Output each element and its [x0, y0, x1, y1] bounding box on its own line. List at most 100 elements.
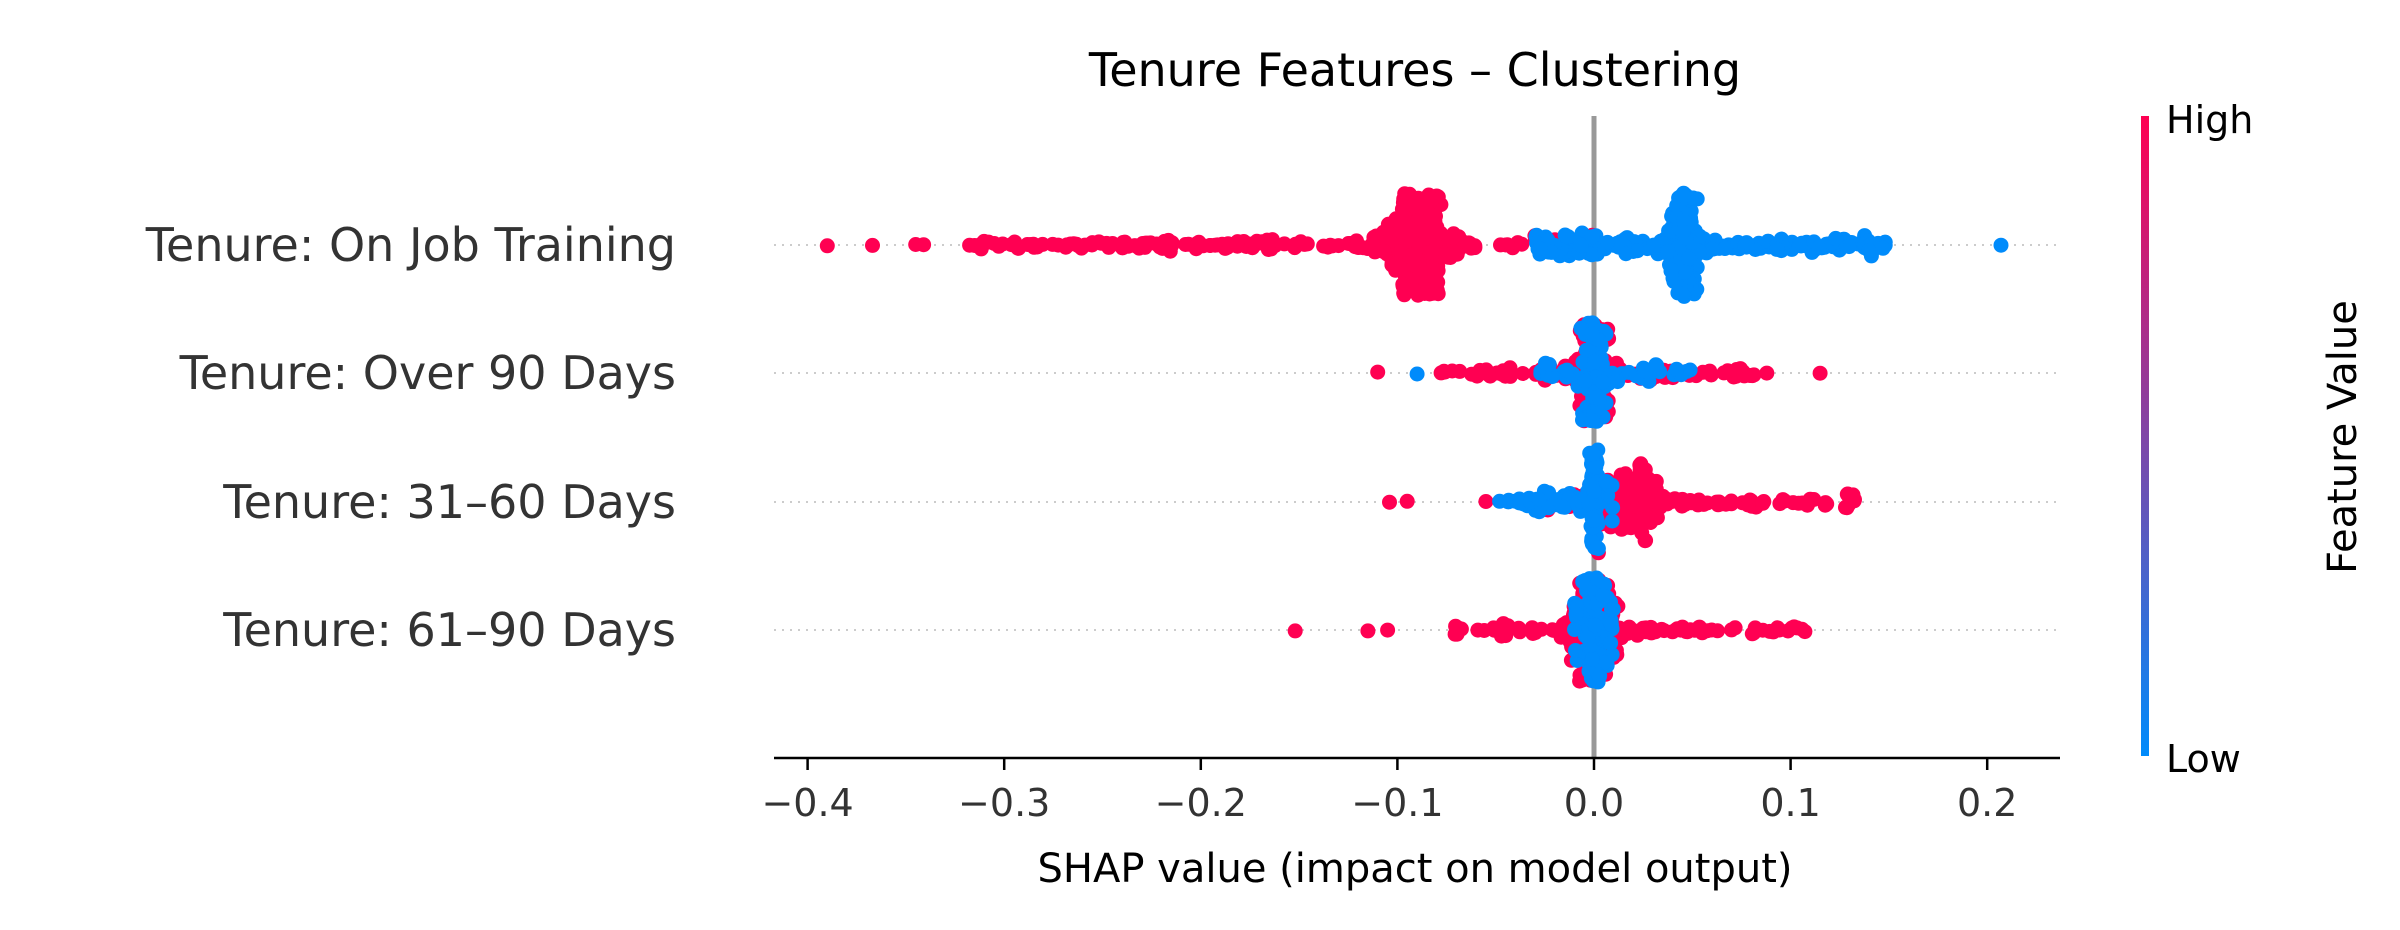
shap-point [1437, 364, 1453, 380]
shap-point [1348, 239, 1364, 255]
shap-point [1386, 256, 1402, 272]
shap-point [1492, 493, 1508, 509]
shap-point [1478, 494, 1494, 509]
shap-point [1515, 366, 1531, 381]
shap-point [1376, 244, 1392, 260]
shap-point [1155, 240, 1170, 256]
shap-point [1084, 235, 1100, 251]
shap-point [1554, 499, 1570, 515]
shap-point [1646, 237, 1661, 253]
shap-point [1755, 495, 1771, 511]
shap-point [1846, 493, 1862, 509]
shap-point [1600, 234, 1615, 250]
shap-point [962, 237, 978, 253]
feature-label: Tenure: 61–90 Days [222, 603, 676, 657]
shap-point [1664, 262, 1680, 278]
shap-point [1139, 235, 1155, 251]
x-tick-label: −0.1 [1351, 781, 1443, 825]
shap-point [1615, 484, 1631, 500]
shap-point [1614, 468, 1630, 484]
shap-point [1531, 491, 1547, 507]
shap-point [1573, 320, 1589, 336]
shap-point [1769, 241, 1785, 257]
shap-point [1452, 363, 1468, 379]
shap-point [1287, 623, 1303, 639]
shap-point [1543, 244, 1559, 260]
shap-point [1740, 497, 1756, 513]
shap-point [1674, 286, 1690, 302]
feature-labels: Tenure: On Job Training Tenure: Over 90 D… [145, 218, 676, 657]
shap-point [1414, 223, 1430, 239]
shap-point [1424, 244, 1440, 260]
shap-point [1632, 462, 1648, 478]
shap-point [1058, 239, 1074, 255]
shap-point [1676, 188, 1692, 204]
shap-point [1573, 238, 1589, 254]
shap-point [1559, 229, 1575, 245]
shap-point [1382, 494, 1397, 510]
shap-point [1403, 221, 1419, 237]
shap-point [819, 238, 835, 254]
shap-point [1676, 264, 1692, 280]
shap-point [1794, 495, 1810, 511]
shap-point [1584, 413, 1600, 429]
shap-point [1395, 278, 1411, 294]
shap-point [1618, 246, 1634, 262]
shap-point [1567, 622, 1582, 637]
shap-point [1427, 214, 1443, 230]
shap-point [1655, 488, 1671, 504]
x-tick-label: −0.4 [761, 781, 853, 825]
shap-point [1643, 511, 1659, 527]
shap-point [1861, 243, 1877, 259]
feature-label: Tenure: Over 90 Days [179, 346, 676, 400]
shap-point [1746, 367, 1762, 383]
shap-point [1467, 238, 1483, 254]
shap-point [1580, 630, 1596, 646]
shap-point [1380, 622, 1396, 638]
shap-point [1586, 512, 1602, 528]
shap-point [1675, 224, 1691, 240]
shap-point [1402, 248, 1418, 264]
shap-point [1696, 496, 1712, 512]
shap-point [1101, 239, 1117, 255]
shap-point [1638, 497, 1654, 513]
shap-point [1642, 485, 1658, 501]
shap-point [1476, 623, 1492, 638]
shap-point [1680, 624, 1695, 640]
shap-point [1603, 635, 1619, 651]
shap-point [1433, 225, 1448, 241]
shap-point [1453, 621, 1469, 637]
shap-point [1538, 355, 1553, 371]
shap-point [1364, 236, 1380, 252]
shap-point [1399, 493, 1415, 509]
shap-point [1494, 628, 1509, 644]
shap-point [1699, 623, 1715, 639]
shap-point [1045, 236, 1061, 252]
shap-point [1603, 617, 1619, 633]
colorbar-label: Feature Value [2320, 300, 2366, 574]
shap-point [1010, 240, 1026, 256]
shap-point [1669, 361, 1685, 377]
shap-point [1630, 243, 1645, 259]
shap-point [1828, 230, 1844, 246]
shap-point [1512, 495, 1527, 511]
colorbar [2141, 116, 2149, 756]
shap-point [1595, 588, 1611, 604]
shap-point [1584, 229, 1600, 245]
shap-point [1591, 669, 1607, 685]
shap-point [1643, 619, 1659, 635]
x-tick-label: 0.1 [1760, 781, 1820, 825]
shap-point [1762, 623, 1778, 639]
x-axis-ticks: −0.4 −0.3 −0.2 −0.1 0.0 0.1 0.2 [761, 758, 2017, 825]
shap-point [1812, 365, 1828, 381]
shap-point [1748, 621, 1764, 637]
shap-point [1578, 342, 1594, 358]
shap-point [1430, 274, 1446, 290]
x-tick-label: 0.0 [1564, 781, 1624, 825]
chart-title: Tenure Features – Clustering [1088, 43, 1741, 97]
shap-point [1559, 362, 1575, 378]
shap-point [981, 234, 997, 250]
shap-point [1806, 492, 1822, 507]
shap-point [1575, 354, 1591, 370]
shap-point [1604, 513, 1620, 529]
